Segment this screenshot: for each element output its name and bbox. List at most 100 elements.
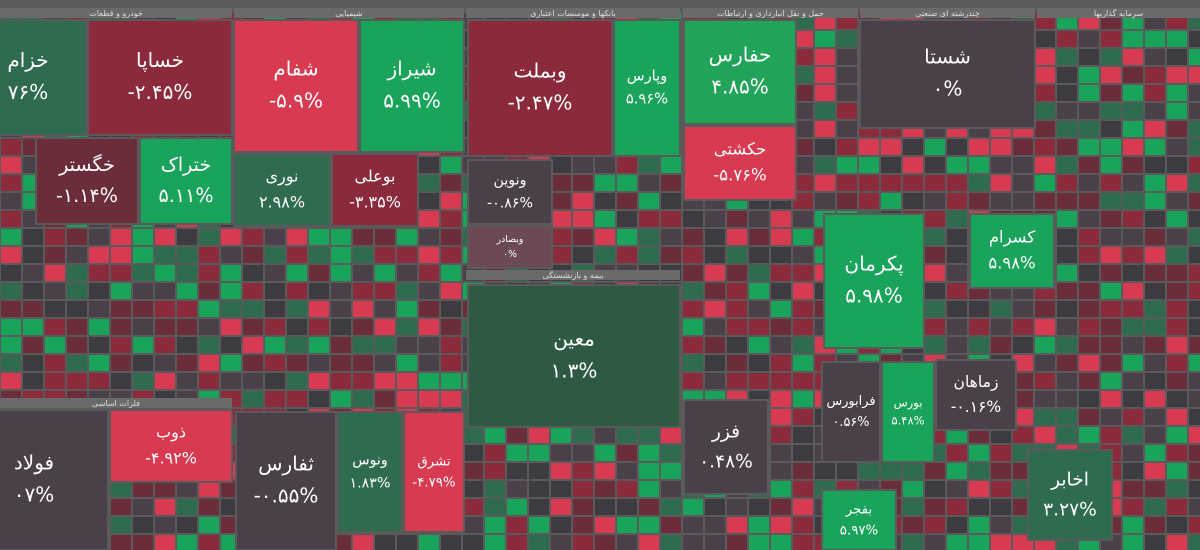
- filler-cell: [23, 265, 43, 281]
- filler-cell: [1189, 337, 1200, 353]
- filler-cell: [1079, 247, 1099, 263]
- filler-cell: [991, 193, 1011, 209]
- stock-tile: [969, 213, 1055, 289]
- filler-cell: [287, 229, 307, 245]
- filler-cell: [265, 229, 285, 245]
- filler-cell: [309, 229, 329, 245]
- filler-cell: [727, 373, 747, 389]
- filler-cell: [1189, 85, 1200, 101]
- filler-cell: [463, 427, 483, 443]
- filler-cell: [661, 211, 681, 227]
- filler-cell: [67, 301, 87, 317]
- sector-header: [234, 8, 464, 18]
- filler-cell: [1101, 31, 1121, 47]
- filler-cell: [661, 499, 681, 515]
- filler-cell: [1123, 121, 1143, 137]
- filler-cell: [485, 427, 505, 443]
- filler-cell: [1013, 355, 1033, 371]
- stock-symbol: زماهان: [954, 373, 999, 392]
- filler-cell: [1189, 229, 1200, 245]
- filler-cell: [573, 517, 593, 533]
- filler-cell: [1189, 67, 1200, 83]
- filler-cell: [441, 193, 461, 209]
- filler-cell: [683, 229, 703, 245]
- filler-cell: [639, 193, 659, 209]
- filler-cell: [485, 445, 505, 461]
- filler-cell: [89, 373, 109, 389]
- filler-cell: [1079, 283, 1099, 299]
- filler-cell: [969, 139, 989, 155]
- filler-cell: [111, 373, 131, 389]
- filler-cell: [441, 373, 461, 389]
- filler-cell: [1101, 301, 1121, 317]
- filler-cell: [1123, 517, 1143, 533]
- filler-cell: [1123, 391, 1143, 407]
- filler-cell: [353, 319, 373, 335]
- stock-tile: [467, 159, 553, 225]
- filler-cell: [1145, 49, 1165, 65]
- filler-cell: [771, 355, 791, 371]
- filler-cell: [1035, 337, 1055, 353]
- stock-tile: [235, 411, 337, 550]
- filler-cell: [881, 157, 901, 173]
- filler-cell: [595, 229, 615, 245]
- filler-cell: [639, 517, 659, 533]
- stock-symbol: فزر: [711, 422, 740, 443]
- filler-cell: [661, 229, 681, 245]
- filler-cell: [177, 229, 197, 245]
- filler-cell: [1167, 247, 1187, 263]
- filler-cell: [815, 175, 835, 191]
- filler-cell: [199, 229, 219, 245]
- filler-cell: [969, 157, 989, 173]
- filler-cell: [1123, 319, 1143, 335]
- filler-cell: [683, 355, 703, 371]
- stock-change: ۱.۸۳%: [350, 475, 391, 491]
- filler-cell: [419, 211, 439, 227]
- filler-cell: [243, 265, 263, 281]
- filler-cell: [1, 229, 21, 245]
- filler-cell: [529, 445, 549, 461]
- filler-cell: [815, 49, 835, 65]
- filler-cell: [551, 499, 571, 515]
- filler-cell: [639, 175, 659, 191]
- filler-cell: [793, 85, 813, 101]
- filler-cell: [177, 337, 197, 353]
- filler-cell: [1145, 229, 1165, 245]
- filler-cell: [1101, 121, 1121, 137]
- stock-tile: [859, 19, 1036, 129]
- filler-cell: [45, 373, 65, 389]
- filler-cell: [859, 463, 879, 479]
- filler-cell: [397, 247, 417, 263]
- filler-cell: [1145, 67, 1165, 83]
- filler-cell: [111, 229, 131, 245]
- filler-cell: [1057, 427, 1077, 443]
- filler-cell: [111, 283, 131, 299]
- filler-cell: [1123, 31, 1143, 47]
- filler-cell: [243, 391, 263, 407]
- sector-name: فلزات اساسی: [92, 399, 140, 408]
- filler-cell: [331, 283, 351, 299]
- stock-tile: [467, 19, 613, 157]
- filler-cell: [89, 283, 109, 299]
- filler-cell: [837, 463, 857, 479]
- filler-cell: [1189, 175, 1200, 191]
- filler-cell: [419, 391, 439, 407]
- sector-header: [0, 8, 232, 18]
- filler-cell: [375, 301, 395, 317]
- filler-cell: [331, 355, 351, 371]
- filler-cell: [397, 373, 417, 389]
- filler-cell: [1167, 139, 1187, 155]
- filler-cell: [529, 517, 549, 533]
- filler-cell: [529, 463, 549, 479]
- filler-cell: [419, 193, 439, 209]
- filler-cell: [243, 283, 263, 299]
- filler-cell: [419, 175, 439, 191]
- stock-change: -۵.۹%: [269, 89, 323, 113]
- filler-cell: [1, 139, 21, 155]
- filler-cell: [771, 499, 791, 515]
- filler-cell: [1167, 301, 1187, 317]
- stock-symbol: ثفارس: [258, 452, 314, 476]
- filler-cell: [925, 319, 945, 335]
- filler-cell: [815, 121, 835, 137]
- filler-cell: [837, 157, 857, 173]
